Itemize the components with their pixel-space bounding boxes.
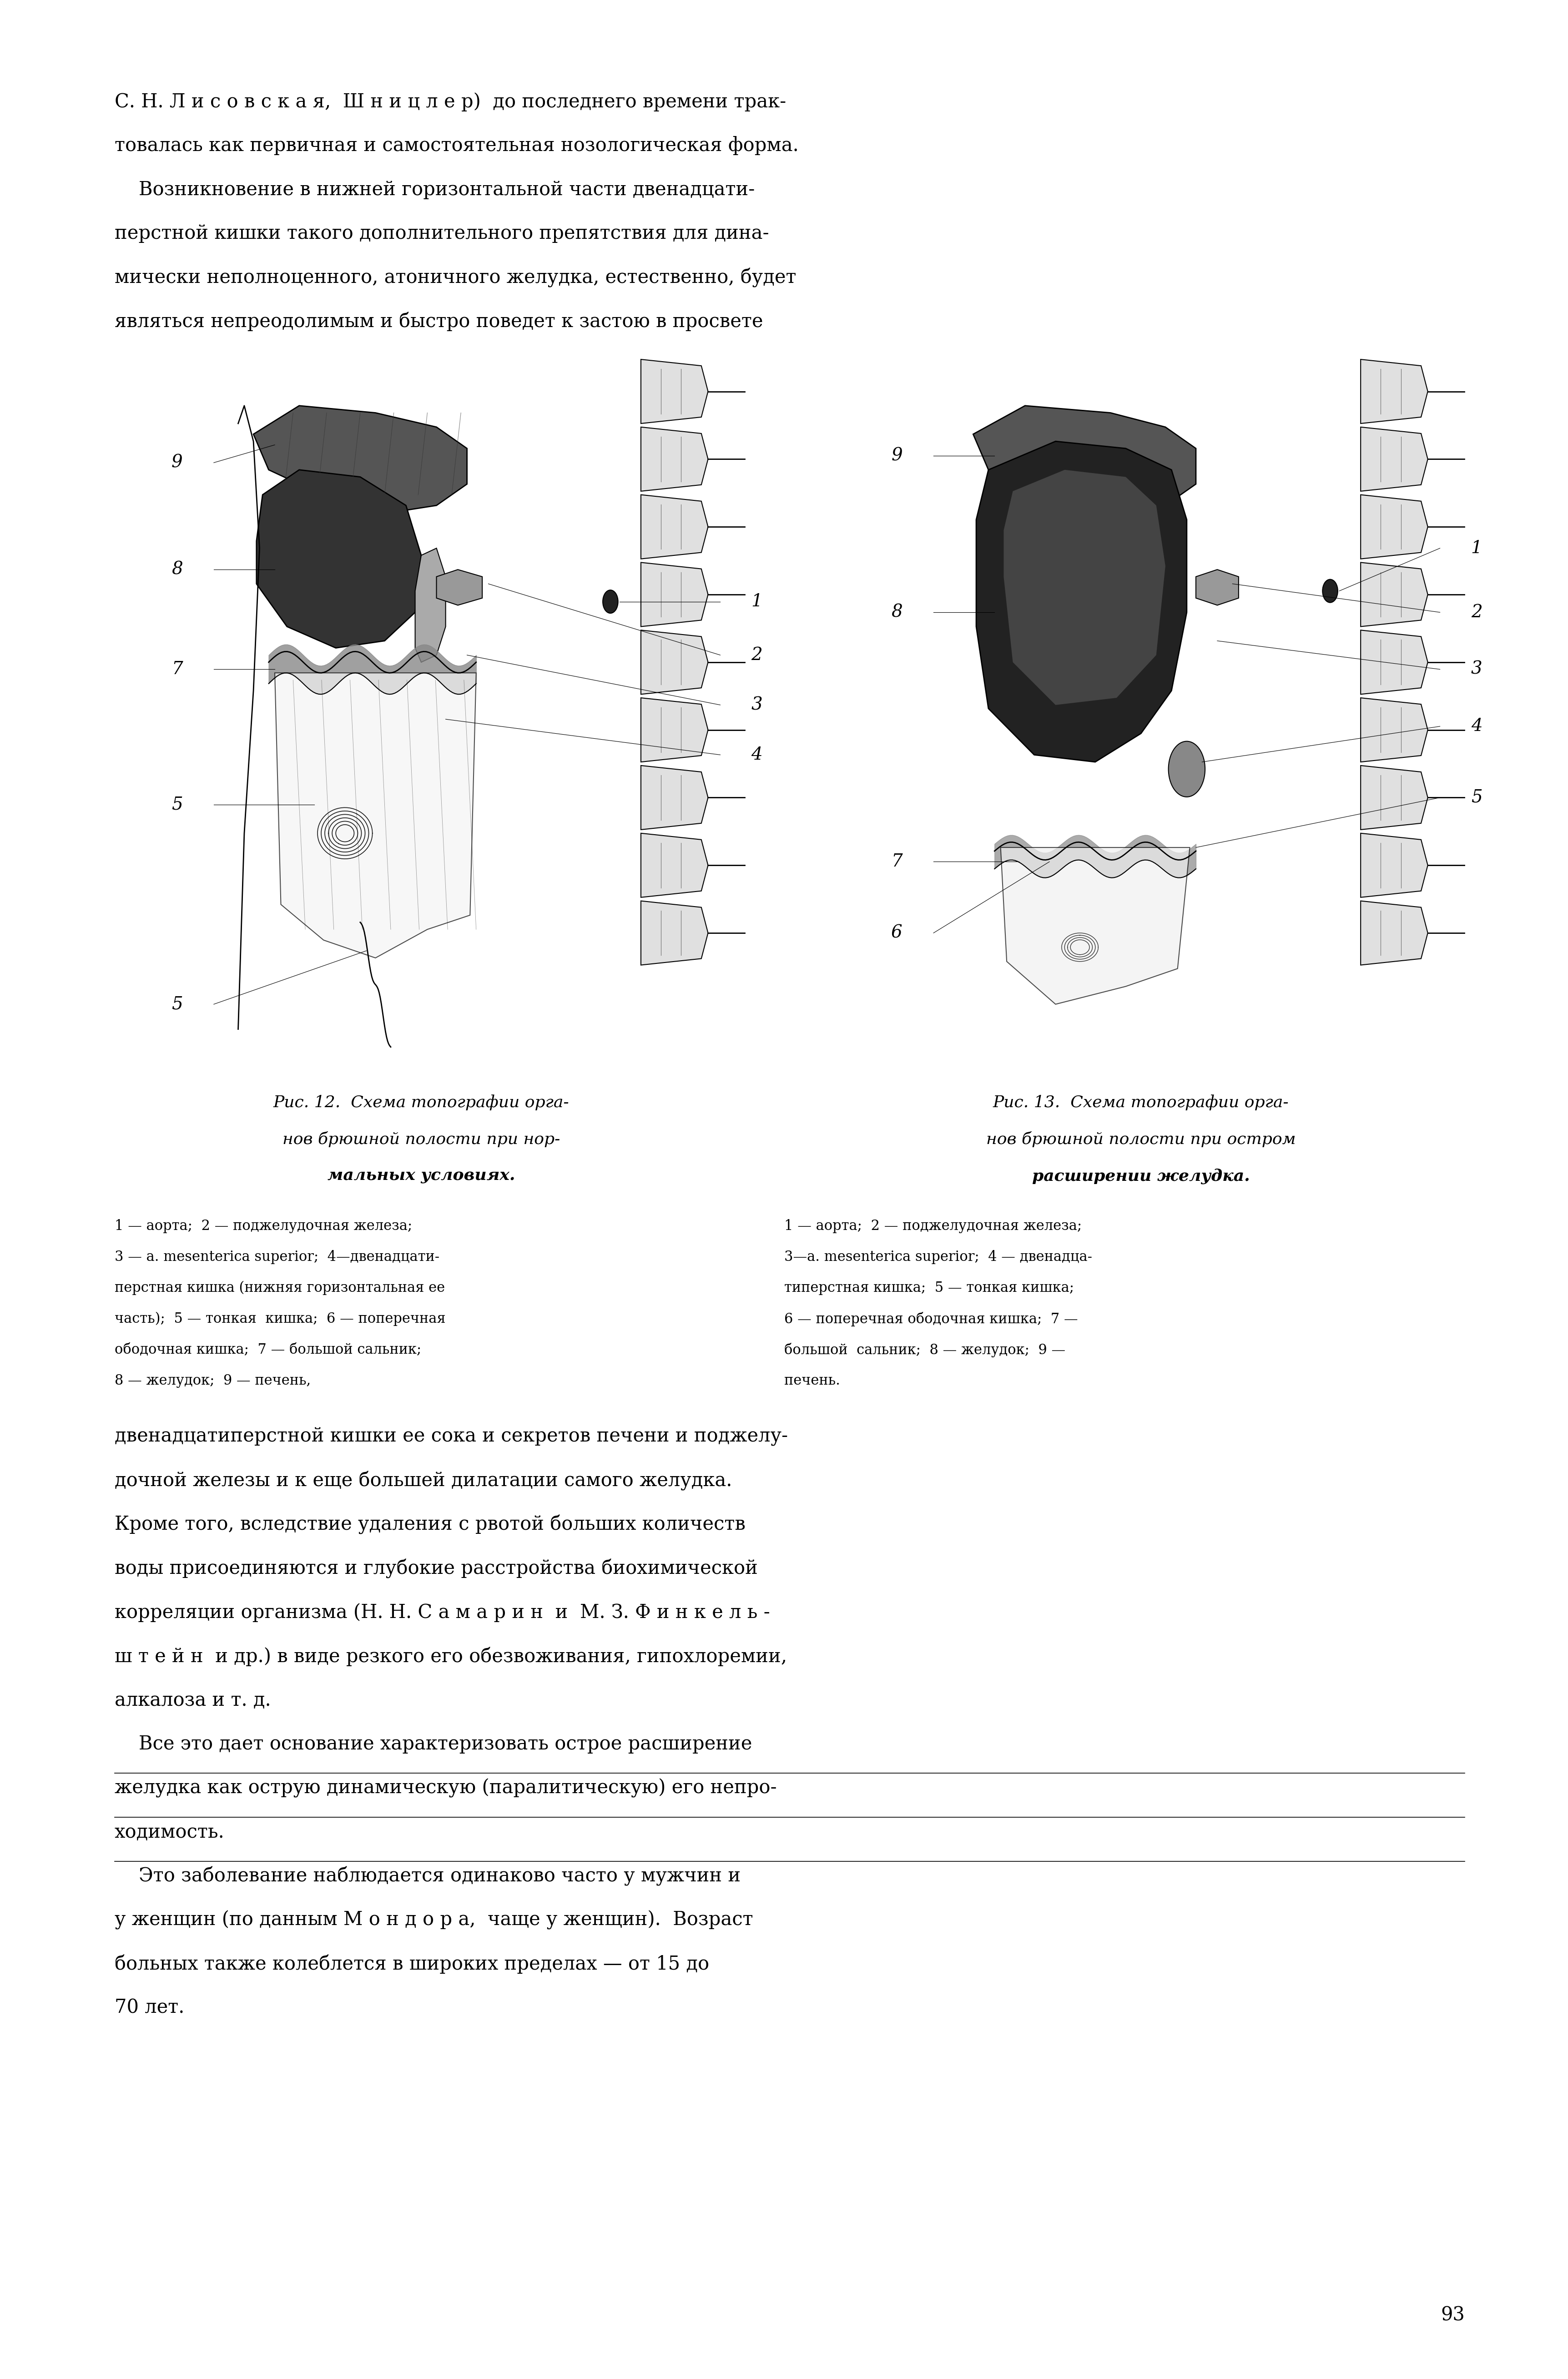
Polygon shape xyxy=(1004,469,1165,704)
Text: Рис. 13.  Схема топографии орга-: Рис. 13. Схема топографии орга- xyxy=(993,1094,1289,1111)
Text: корреляции организма (Н. Н. С а м а р и н  и  М. З. Ф и н к е л ь -: корреляции организма (Н. Н. С а м а р и … xyxy=(114,1603,770,1622)
Text: мически неполноценного, атоничного желудка, естественно, будет: мически неполноценного, атоничного желуд… xyxy=(114,269,797,288)
Text: 8: 8 xyxy=(891,604,902,621)
Polygon shape xyxy=(1000,847,1190,1004)
Text: Рис. 12.  Схема топографии орга-: Рис. 12. Схема топографии орга- xyxy=(273,1094,569,1111)
Text: 2: 2 xyxy=(1471,604,1482,621)
Polygon shape xyxy=(1361,561,1427,626)
Text: нов брюшной полости при нор-: нов брюшной полости при нор- xyxy=(282,1132,560,1147)
Polygon shape xyxy=(436,569,481,604)
Text: 93: 93 xyxy=(1441,2305,1465,2324)
Text: 8 — желудок;  9 — печень,: 8 — желудок; 9 — печень, xyxy=(114,1373,310,1387)
Text: 2: 2 xyxy=(751,647,762,664)
Text: Все это дает основание характеризовать острое расширение: Все это дает основание характеризовать о… xyxy=(114,1734,751,1753)
Polygon shape xyxy=(1361,902,1427,966)
Text: 3—а. mesenterica superior;  4 — двенадца-: 3—а. mesenterica superior; 4 — двенадца- xyxy=(784,1249,1091,1263)
Text: алкалоза и т. д.: алкалоза и т. д. xyxy=(114,1691,271,1711)
Text: перстной кишки такого дополнительного препятствия для дина-: перстной кишки такого дополнительного пр… xyxy=(114,224,768,243)
Text: Кроме того, вследствие удаления с рвотой больших количеств: Кроме того, вследствие удаления с рвотой… xyxy=(114,1515,745,1534)
Text: типерстная кишка;  5 — тонкая кишка;: типерстная кишка; 5 — тонкая кишка; xyxy=(784,1280,1074,1294)
Text: 1: 1 xyxy=(1471,540,1482,557)
Text: являться непреодолимым и быстро поведет к застою в просвете: являться непреодолимым и быстро поведет … xyxy=(114,312,762,331)
Polygon shape xyxy=(641,428,707,490)
Text: 1 — аорта;  2 — поджелудочная железа;: 1 — аорта; 2 — поджелудочная железа; xyxy=(784,1218,1082,1232)
Text: ободочная кишка;  7 — большой сальник;: ободочная кишка; 7 — большой сальник; xyxy=(114,1342,422,1356)
Text: 5: 5 xyxy=(171,997,183,1013)
Text: двенадцатиперстной кишки ее сока и секретов печени и поджелу-: двенадцатиперстной кишки ее сока и секре… xyxy=(114,1427,787,1446)
Polygon shape xyxy=(254,407,467,511)
Polygon shape xyxy=(1361,428,1427,490)
Polygon shape xyxy=(641,766,707,830)
Text: 70 лет.: 70 лет. xyxy=(114,1998,185,2017)
Polygon shape xyxy=(975,442,1187,761)
Polygon shape xyxy=(641,630,707,695)
Text: часть);  5 — тонкая  кишка;  6 — поперечная: часть); 5 — тонкая кишка; 6 — поперечная xyxy=(114,1311,445,1325)
Text: перстная кишка (нижняя горизонтальная ее: перстная кишка (нижняя горизонтальная ее xyxy=(114,1280,445,1294)
Circle shape xyxy=(1168,742,1204,797)
Text: мальных условиях.: мальных условиях. xyxy=(328,1168,514,1185)
Text: 6 — поперечная ободочная кишка;  7 —: 6 — поперечная ободочная кишка; 7 — xyxy=(784,1311,1077,1327)
Polygon shape xyxy=(1361,630,1427,695)
Circle shape xyxy=(1322,580,1338,602)
Text: ш т е й н  и др.) в виде резкого его обезвоживания, гипохлоремии,: ш т е й н и др.) в виде резкого его обез… xyxy=(114,1646,787,1665)
Text: дочной железы и к еще большей дилатации самого желудка.: дочной железы и к еще большей дилатации … xyxy=(114,1470,732,1492)
Text: Возникновение в нижней горизонтальной части двенадцати-: Возникновение в нижней горизонтальной ча… xyxy=(114,181,754,200)
Text: 1: 1 xyxy=(751,592,762,609)
Text: 4: 4 xyxy=(751,747,762,764)
Circle shape xyxy=(602,590,618,614)
Text: 9: 9 xyxy=(891,447,902,464)
Text: большой  сальник;  8 — желудок;  9 —: большой сальник; 8 — желудок; 9 — xyxy=(784,1342,1065,1358)
Polygon shape xyxy=(1195,569,1239,604)
Polygon shape xyxy=(257,469,422,647)
Text: 7: 7 xyxy=(891,854,902,871)
Polygon shape xyxy=(1361,833,1427,897)
Polygon shape xyxy=(1361,766,1427,830)
Text: 5: 5 xyxy=(1471,790,1482,806)
Text: больных также колеблется в широких пределах — от 15 до: больных также колеблется в широких преде… xyxy=(114,1953,709,1975)
Polygon shape xyxy=(641,697,707,761)
Text: 5: 5 xyxy=(171,797,183,814)
Polygon shape xyxy=(641,902,707,966)
Polygon shape xyxy=(972,407,1195,511)
Text: 7: 7 xyxy=(171,661,183,678)
Text: 3: 3 xyxy=(751,697,762,714)
Text: 8: 8 xyxy=(171,561,183,578)
Polygon shape xyxy=(641,359,707,423)
Polygon shape xyxy=(274,673,477,959)
Polygon shape xyxy=(641,495,707,559)
Text: у женщин (по данным М о н д о р а,  чаще у женщин).  Возраст: у женщин (по данным М о н д о р а, чаще … xyxy=(114,1910,753,1929)
Text: 1 — аорта;  2 — поджелудочная железа;: 1 — аорта; 2 — поджелудочная железа; xyxy=(114,1218,412,1232)
Text: воды присоединяются и глубокие расстройства биохимической: воды присоединяются и глубокие расстройс… xyxy=(114,1558,757,1577)
Text: нов брюшной полости при остром: нов брюшной полости при остром xyxy=(986,1132,1295,1147)
Polygon shape xyxy=(641,561,707,626)
Text: 6: 6 xyxy=(891,925,902,942)
Polygon shape xyxy=(1361,495,1427,559)
Polygon shape xyxy=(641,833,707,897)
Text: товалась как первичная и самостоятельная нозологическая форма.: товалась как первичная и самостоятельная… xyxy=(114,136,798,155)
Text: Это заболевание наблюдается одинаково часто у мужчин и: Это заболевание наблюдается одинаково ча… xyxy=(114,1868,740,1887)
Text: 4: 4 xyxy=(1471,718,1482,735)
Text: 9: 9 xyxy=(171,454,183,471)
Text: расширении желудка.: расширении желудка. xyxy=(1032,1168,1250,1185)
Text: ходимость.: ходимость. xyxy=(114,1822,224,1841)
Polygon shape xyxy=(1361,697,1427,761)
Text: печень.: печень. xyxy=(784,1373,840,1387)
Polygon shape xyxy=(416,547,445,661)
Text: желудка как острую динамическую (паралитическую) его непро-: желудка как острую динамическую (паралит… xyxy=(114,1779,776,1799)
Text: С. Н. Л и с о в с к а я,  Ш н и ц л е р)  до последнего времени трак-: С. Н. Л и с о в с к а я, Ш н и ц л е р) … xyxy=(114,93,786,112)
Text: 3: 3 xyxy=(1471,661,1482,678)
Polygon shape xyxy=(1361,359,1427,423)
Text: 3 — а. mesenterica superior;  4—двенадцати-: 3 — а. mesenterica superior; 4—двенадцат… xyxy=(114,1249,439,1263)
